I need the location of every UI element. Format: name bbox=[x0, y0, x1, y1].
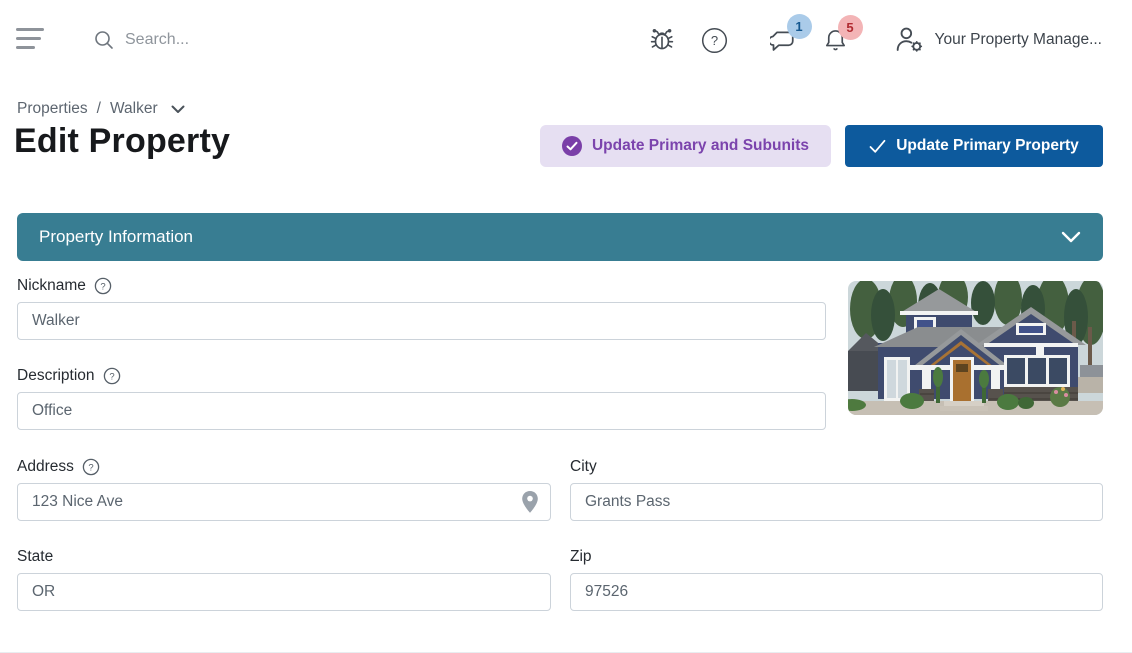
chat-icon[interactable]: 1 bbox=[769, 14, 812, 54]
update-primary-property-label: Update Primary Property bbox=[896, 137, 1079, 154]
zip-label-text: Zip bbox=[570, 548, 592, 565]
location-pin-icon[interactable] bbox=[521, 490, 539, 514]
top-bar-actions: ? 1 5 bbox=[649, 0, 1102, 80]
city-label: City bbox=[570, 458, 597, 476]
section-chevron-down-icon[interactable] bbox=[1061, 231, 1081, 243]
zip-label: Zip bbox=[570, 548, 592, 566]
breadcrumb: Properties / Walker bbox=[17, 100, 185, 118]
bug-report-icon[interactable] bbox=[649, 27, 675, 53]
help-glyph: ? bbox=[710, 33, 717, 48]
section-title: Property Information bbox=[39, 227, 194, 246]
update-primary-and-subunits-label: Update Primary and Subunits bbox=[591, 137, 810, 154]
update-primary-property-button[interactable]: Update Primary Property bbox=[845, 125, 1103, 167]
state-label-text: State bbox=[17, 548, 54, 565]
search-input[interactable] bbox=[125, 31, 425, 49]
svg-text:?: ? bbox=[88, 462, 93, 473]
update-primary-and-subunits-button[interactable]: Update Primary and Subunits bbox=[540, 125, 831, 167]
nickname-help-icon[interactable]: ? bbox=[94, 277, 112, 295]
nickname-label: Nickname ? bbox=[17, 277, 112, 295]
account-name[interactable]: Your Property Manage... bbox=[934, 31, 1102, 48]
description-help-icon[interactable]: ? bbox=[103, 367, 121, 385]
breadcrumb-separator: / bbox=[96, 100, 101, 117]
check-circle-icon bbox=[561, 136, 582, 156]
description-input[interactable] bbox=[17, 392, 826, 430]
check-icon bbox=[869, 139, 886, 153]
breadcrumb-chevron-down-icon[interactable] bbox=[171, 105, 185, 114]
description-label: Description ? bbox=[17, 367, 121, 385]
svg-text:?: ? bbox=[109, 371, 114, 382]
menu-icon[interactable] bbox=[16, 28, 46, 52]
nickname-label-text: Nickname bbox=[17, 277, 86, 294]
city-label-text: City bbox=[570, 458, 597, 475]
address-input[interactable] bbox=[17, 483, 551, 521]
chat-badge: 1 bbox=[786, 14, 812, 39]
account-icon[interactable] bbox=[893, 24, 925, 56]
property-information-section-header[interactable]: Property Information bbox=[17, 213, 1103, 261]
description-label-text: Description bbox=[17, 367, 95, 384]
state-input[interactable] bbox=[17, 573, 551, 611]
address-label-text: Address bbox=[17, 458, 74, 475]
search-bar bbox=[93, 24, 425, 56]
breadcrumb-current: Walker bbox=[109, 100, 158, 117]
notifications-bell-icon[interactable]: 5 bbox=[822, 14, 863, 54]
notifications-badge: 5 bbox=[837, 14, 863, 40]
page-title: Edit Property bbox=[14, 122, 231, 160]
help-icon[interactable]: ? bbox=[701, 27, 728, 54]
city-input[interactable] bbox=[570, 483, 1103, 521]
breadcrumb-properties[interactable]: Properties bbox=[17, 100, 88, 117]
search-icon bbox=[95, 31, 113, 49]
svg-text:?: ? bbox=[100, 281, 105, 292]
house-illustration bbox=[848, 281, 1103, 415]
address-label: Address ? bbox=[17, 458, 100, 476]
nickname-input[interactable] bbox=[17, 302, 826, 340]
state-label: State bbox=[17, 548, 53, 566]
zip-input[interactable] bbox=[570, 573, 1103, 611]
address-help-icon[interactable]: ? bbox=[82, 458, 100, 476]
property-photo bbox=[848, 281, 1103, 415]
top-bar: ? 1 5 bbox=[0, 0, 1132, 80]
